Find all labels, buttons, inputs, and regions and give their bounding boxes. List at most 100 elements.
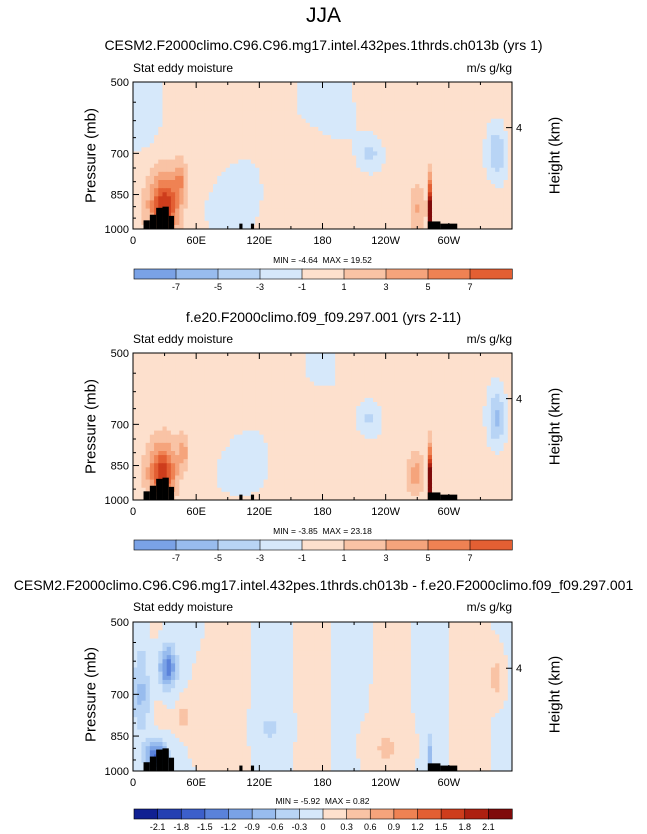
contour-cell	[183, 220, 189, 226]
contour-cell	[255, 224, 260, 230]
contour-cell	[402, 196, 408, 201]
contour-cell	[335, 373, 340, 378]
contour-cell	[217, 377, 222, 382]
contour-cell	[162, 122, 168, 128]
contour-cell	[448, 90, 454, 95]
contour-cell	[339, 385, 344, 391]
contour-cell	[191, 361, 197, 366]
contour-cell	[221, 131, 227, 136]
contour-cell	[448, 220, 454, 226]
contour-cell	[229, 131, 235, 136]
contour-cell	[461, 410, 467, 415]
contour-cell	[385, 389, 391, 395]
contour-cell	[465, 397, 471, 403]
contour-cell	[208, 397, 214, 403]
contour-cell	[347, 361, 353, 366]
contour-cell	[137, 365, 142, 370]
contour-cell	[385, 377, 391, 382]
contour-cell	[263, 410, 269, 415]
contour-cell	[339, 216, 344, 222]
contour-cell	[280, 122, 285, 128]
contour-cell	[225, 135, 231, 140]
contour-cell	[322, 212, 328, 218]
contour-cell	[406, 122, 412, 128]
contour-cell	[495, 418, 500, 423]
contour-cell	[280, 357, 285, 362]
contour-cell	[343, 143, 349, 148]
contour-cell	[200, 86, 205, 91]
contour-cell	[200, 122, 205, 128]
contour-cell	[280, 365, 285, 370]
contour-cell	[486, 224, 492, 230]
contour-cell	[276, 418, 281, 423]
colorbar-label: -3	[256, 282, 264, 292]
contour-cell	[246, 353, 252, 358]
contour-cell	[398, 159, 403, 165]
contour-cell	[133, 139, 138, 144]
contour-cell	[448, 110, 454, 116]
contour-cell	[415, 393, 420, 399]
contour-cell	[482, 102, 488, 107]
contour-cell	[217, 393, 222, 399]
contour-cell	[297, 418, 302, 423]
contour-cell	[238, 175, 243, 181]
contour-cell	[381, 365, 387, 370]
contour-cell	[309, 102, 315, 107]
contour-cell	[267, 86, 273, 91]
contour-cell	[381, 208, 387, 214]
contour-cell	[410, 422, 416, 427]
contour-cell	[158, 361, 163, 366]
contour-cell	[373, 114, 378, 120]
contour-cell	[208, 110, 214, 116]
contour-cell	[200, 220, 205, 226]
contour-cell	[133, 426, 138, 431]
contour-cell	[318, 402, 323, 407]
contour-cell	[263, 118, 269, 124]
contour-cell	[368, 167, 374, 173]
contour-cell	[246, 406, 252, 411]
contour-cell	[196, 406, 201, 411]
contour-cell	[297, 385, 302, 391]
contour-cell	[440, 402, 446, 407]
contour-cell	[394, 381, 399, 387]
contour-cell	[499, 98, 504, 103]
contour-cell	[415, 389, 420, 395]
contour-cell	[314, 397, 319, 403]
contour-cell	[326, 155, 332, 160]
contour-cell	[280, 151, 285, 156]
contour-cell	[204, 171, 210, 177]
contour-cell	[339, 365, 344, 370]
contour-cell	[259, 171, 264, 177]
contour-cell	[394, 90, 399, 95]
contour-cell	[436, 397, 441, 403]
contour-cell	[457, 373, 462, 378]
contour-cell	[415, 98, 420, 103]
contour-cell	[280, 204, 285, 209]
contour-cell	[221, 90, 227, 95]
contour-cell	[444, 143, 450, 148]
contour-cell	[217, 361, 222, 366]
contour-cell	[360, 369, 366, 374]
contour-cell	[385, 151, 391, 156]
contour-cell	[330, 82, 336, 87]
contour-cell	[465, 122, 471, 128]
contour-cell	[436, 126, 441, 132]
contour-cell	[170, 200, 176, 205]
contour-cell	[162, 393, 168, 399]
contour-cell	[288, 393, 294, 399]
contour-cell	[301, 357, 307, 362]
contour-cell	[398, 118, 403, 124]
contour-cell	[217, 357, 222, 362]
contour-cell	[137, 196, 142, 201]
contour-cell	[465, 406, 471, 411]
contour-cell	[242, 122, 248, 128]
contour-cell	[322, 414, 328, 419]
contour-cell	[225, 90, 231, 95]
contour-cell	[301, 365, 307, 370]
contour-cell	[158, 167, 163, 173]
contour-cell	[191, 151, 197, 156]
contour-cell	[356, 143, 361, 148]
contour-cell	[276, 139, 281, 144]
contour-cell	[381, 361, 387, 366]
contour-cell	[288, 180, 294, 185]
